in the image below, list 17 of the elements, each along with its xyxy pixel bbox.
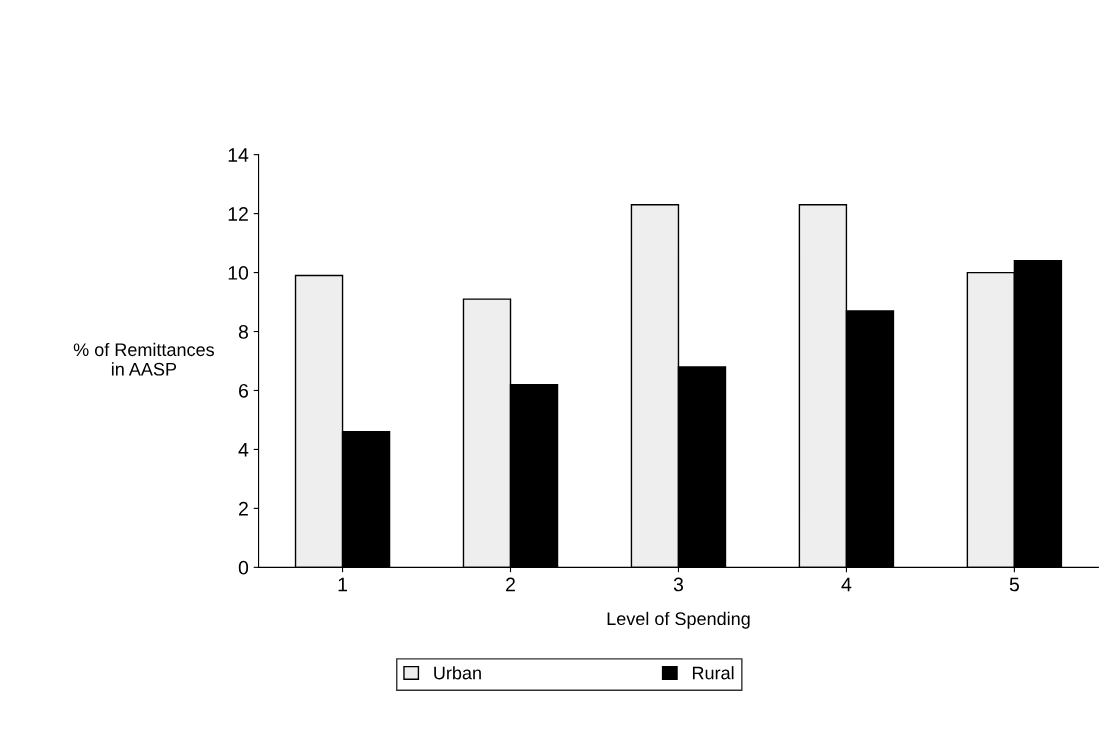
y-tick-label: 0 bbox=[238, 560, 249, 575]
y-tick-label: 2 bbox=[239, 501, 248, 516]
legend-label: Urban bbox=[434, 666, 481, 680]
y-tick-label: 8 bbox=[238, 324, 248, 339]
y-tick-label: 12 bbox=[228, 207, 248, 221]
y-tick-label: 10 bbox=[228, 266, 249, 280]
legend-label: Rural bbox=[692, 666, 734, 680]
x-tick-label: 1 bbox=[338, 577, 348, 592]
x-axis-title: Level of Spending bbox=[607, 611, 750, 629]
y-tick-label: 6 bbox=[239, 383, 248, 398]
x-tick-label: 4 bbox=[841, 577, 852, 592]
y-tick-label: 4 bbox=[238, 443, 249, 457]
x-tick-label: 2 bbox=[506, 577, 515, 592]
y-tick-label: 14 bbox=[228, 148, 249, 162]
x-tick-label: 5 bbox=[1009, 577, 1019, 592]
x-tick-label: 3 bbox=[673, 577, 684, 592]
y-axis-title: % of Remittances in AASP bbox=[73, 342, 214, 376]
